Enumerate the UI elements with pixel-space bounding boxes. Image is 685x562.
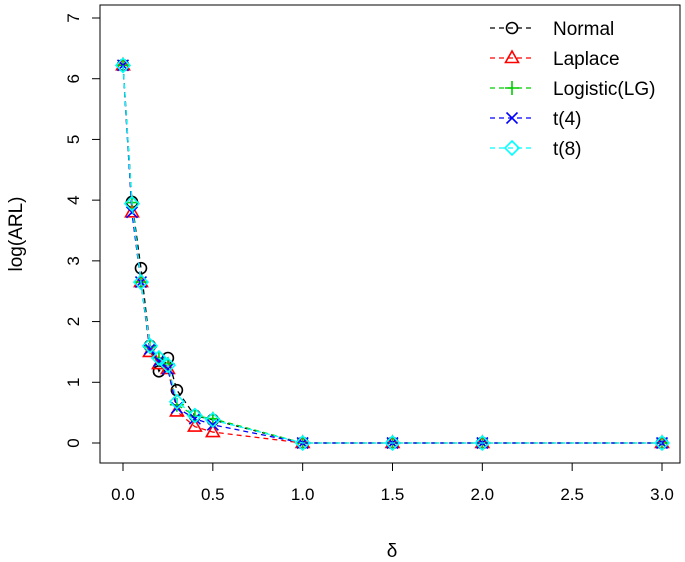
x-tick-label: 1.0 xyxy=(291,485,315,504)
marker-diamond xyxy=(159,357,177,374)
marker-diamond xyxy=(384,434,401,452)
series-laplace xyxy=(115,56,670,449)
y-tick-label: 4 xyxy=(64,195,83,204)
y-tick-label: 5 xyxy=(64,135,83,144)
y-tick-label: 0 xyxy=(64,438,83,447)
y-tick-label: 2 xyxy=(64,317,83,326)
marker-diamond xyxy=(204,411,221,429)
plot-frame xyxy=(99,4,681,464)
legend-label: t(8) xyxy=(553,139,582,160)
marker-diamond xyxy=(141,337,159,354)
marker-diamond xyxy=(132,273,150,291)
marker-triangle xyxy=(186,417,203,432)
marker-diamond xyxy=(123,195,141,212)
x-tick-label: 3.0 xyxy=(650,485,674,504)
legend-item: Logistic(LG) xyxy=(490,79,655,100)
series-t-4- xyxy=(116,59,669,450)
marker-cross xyxy=(143,342,157,355)
x-tick-label: 2.5 xyxy=(560,485,584,504)
marker-triangle xyxy=(504,49,520,64)
x-axis: 0.0 0.5 1.0 1.5 2.0 2.5 3.0 xyxy=(111,462,674,504)
marker-cross xyxy=(161,362,174,375)
marker-triangle xyxy=(160,360,176,375)
marker-triangle xyxy=(124,203,140,218)
marker-cross xyxy=(505,111,519,125)
marker-plus xyxy=(505,81,519,95)
series-normal xyxy=(116,59,669,450)
marker-diamond xyxy=(503,139,521,157)
series-t-8- xyxy=(114,57,671,452)
legend: Normal Laplace Logistic(LG) t(4) t(8) xyxy=(490,19,655,160)
marker-diamond xyxy=(114,57,132,74)
marker-circle xyxy=(505,21,519,35)
series-line xyxy=(122,65,662,444)
x-axis-title: δ xyxy=(387,541,398,562)
marker-cross xyxy=(188,412,201,425)
marker-diamond xyxy=(186,407,203,424)
y-axis: 0 1 2 3 4 5 6 7 xyxy=(64,13,101,448)
marker-diamond xyxy=(168,393,186,410)
marker-diamond xyxy=(294,434,311,452)
series-logistic-lg- xyxy=(116,58,669,450)
y-tick-label: 1 xyxy=(64,378,83,387)
y-axis-title: log(ARL) xyxy=(6,197,27,272)
x-tick-label: 2.0 xyxy=(471,485,495,504)
legend-label: Laplace xyxy=(553,49,620,70)
x-tick-label: 0.0 xyxy=(111,485,135,504)
marker-triangle xyxy=(204,423,221,438)
legend-item: t(8) xyxy=(490,139,582,160)
marker-diamond xyxy=(150,349,168,367)
y-tick-label: 7 xyxy=(64,13,83,22)
series-layer xyxy=(114,56,671,452)
legend-label: Logistic(LG) xyxy=(553,79,655,100)
legend-item: Normal xyxy=(490,19,614,40)
legend-label: Normal xyxy=(553,19,614,40)
y-tick-label: 3 xyxy=(64,256,83,265)
legend-item: Laplace xyxy=(490,49,620,70)
marker-plus xyxy=(187,408,202,423)
marker-diamond xyxy=(474,434,491,452)
marker-cross xyxy=(125,206,139,219)
legend-item: t(4) xyxy=(490,109,582,130)
x-tick-label: 0.5 xyxy=(201,485,225,504)
x-tick-label: 1.5 xyxy=(381,485,405,504)
legend-label: t(4) xyxy=(553,109,582,130)
marker-diamond xyxy=(653,434,671,452)
y-tick-label: 6 xyxy=(64,74,83,83)
